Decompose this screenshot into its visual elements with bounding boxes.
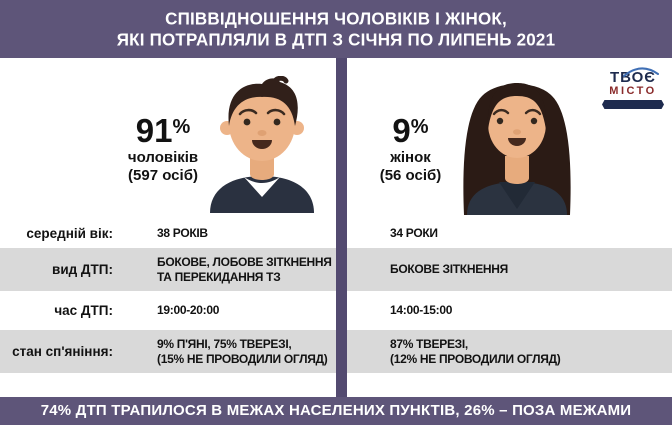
male-avatar [210, 76, 314, 213]
footer-banner: 74% ДТП ТРАПИЛОСЯ В МЕЖАХ НАСЕЛЕНИХ ПУНК… [0, 397, 672, 425]
logo-ribbon [602, 100, 664, 109]
male-value: 38 РОКІВ [157, 225, 208, 240]
female-percent-number: 9 [392, 112, 411, 149]
female-value: 87% ТВЕРЕЗІ, (12% НЕ ПРОВОДИЛИ ОГЛЯД) [390, 336, 561, 366]
row-label: середній вік: [26, 225, 113, 241]
male-value: БОКОВЕ, ЛОБОВЕ ЗІТКНЕННЯ ТА ПЕРЕКИДАННЯ … [157, 254, 332, 284]
female-value: БОКОВЕ ЗІТКНЕННЯ [390, 262, 508, 276]
female-percent-sign: % [410, 116, 429, 138]
table-row-average-age: середній вік: 38 РОКІВ 34 РОКИ [0, 218, 672, 248]
brand-logo: ТВОЄ МІСТО [599, 67, 667, 109]
female-count: (56 осіб) [379, 167, 442, 184]
male-stat-block: 91% чоловіків (597 осіб) [93, 114, 233, 185]
male-percent: 91% [93, 114, 233, 147]
male-count: (597 осіб) [128, 167, 198, 184]
table-row-accident-time: час ДТП: 19:00-20:00 14:00-15:00 [0, 291, 672, 330]
male-percent-sign: % [172, 116, 191, 138]
female-label: жінок [390, 149, 431, 166]
row-label: стан сп'яніння: [12, 344, 113, 359]
column-divider [336, 58, 347, 397]
logo-swoosh-icon [623, 67, 659, 77]
female-value: 34 РОКИ [390, 225, 438, 240]
row-label: вид ДТП: [52, 262, 113, 277]
female-value: 14:00-15:00 [390, 303, 453, 317]
logo-text-bottom: МІСТО [609, 85, 657, 97]
male-value: 9% П'ЯНІ, 75% ТВЕРЕЗІ, (15% НЕ ПРОВОДИЛИ… [157, 336, 328, 366]
header-title-line1: СПІВВІДНОШЕННЯ ЧОЛОВІКІВ І ЖІНОК, [165, 8, 507, 29]
male-value: 19:00-20:00 [157, 303, 220, 317]
female-percent: 9% [343, 114, 478, 147]
header-title-line2: ЯКІ ПОТРАПЛЯЛИ В ДТП З СІЧНЯ ПО ЛИПЕНЬ 2… [116, 29, 556, 50]
male-percent-number: 91 [135, 112, 173, 149]
header-banner: СПІВВІДНОШЕННЯ ЧОЛОВІКІВ І ЖІНОК, ЯКІ ПО… [0, 0, 672, 58]
female-avatar [463, 83, 571, 215]
logo-text-top: ТВОЄ [610, 69, 656, 86]
male-label: чоловіків [127, 149, 199, 166]
female-stat-block: 9% жінок (56 осіб) [343, 114, 478, 185]
row-label: час ДТП: [54, 303, 113, 318]
